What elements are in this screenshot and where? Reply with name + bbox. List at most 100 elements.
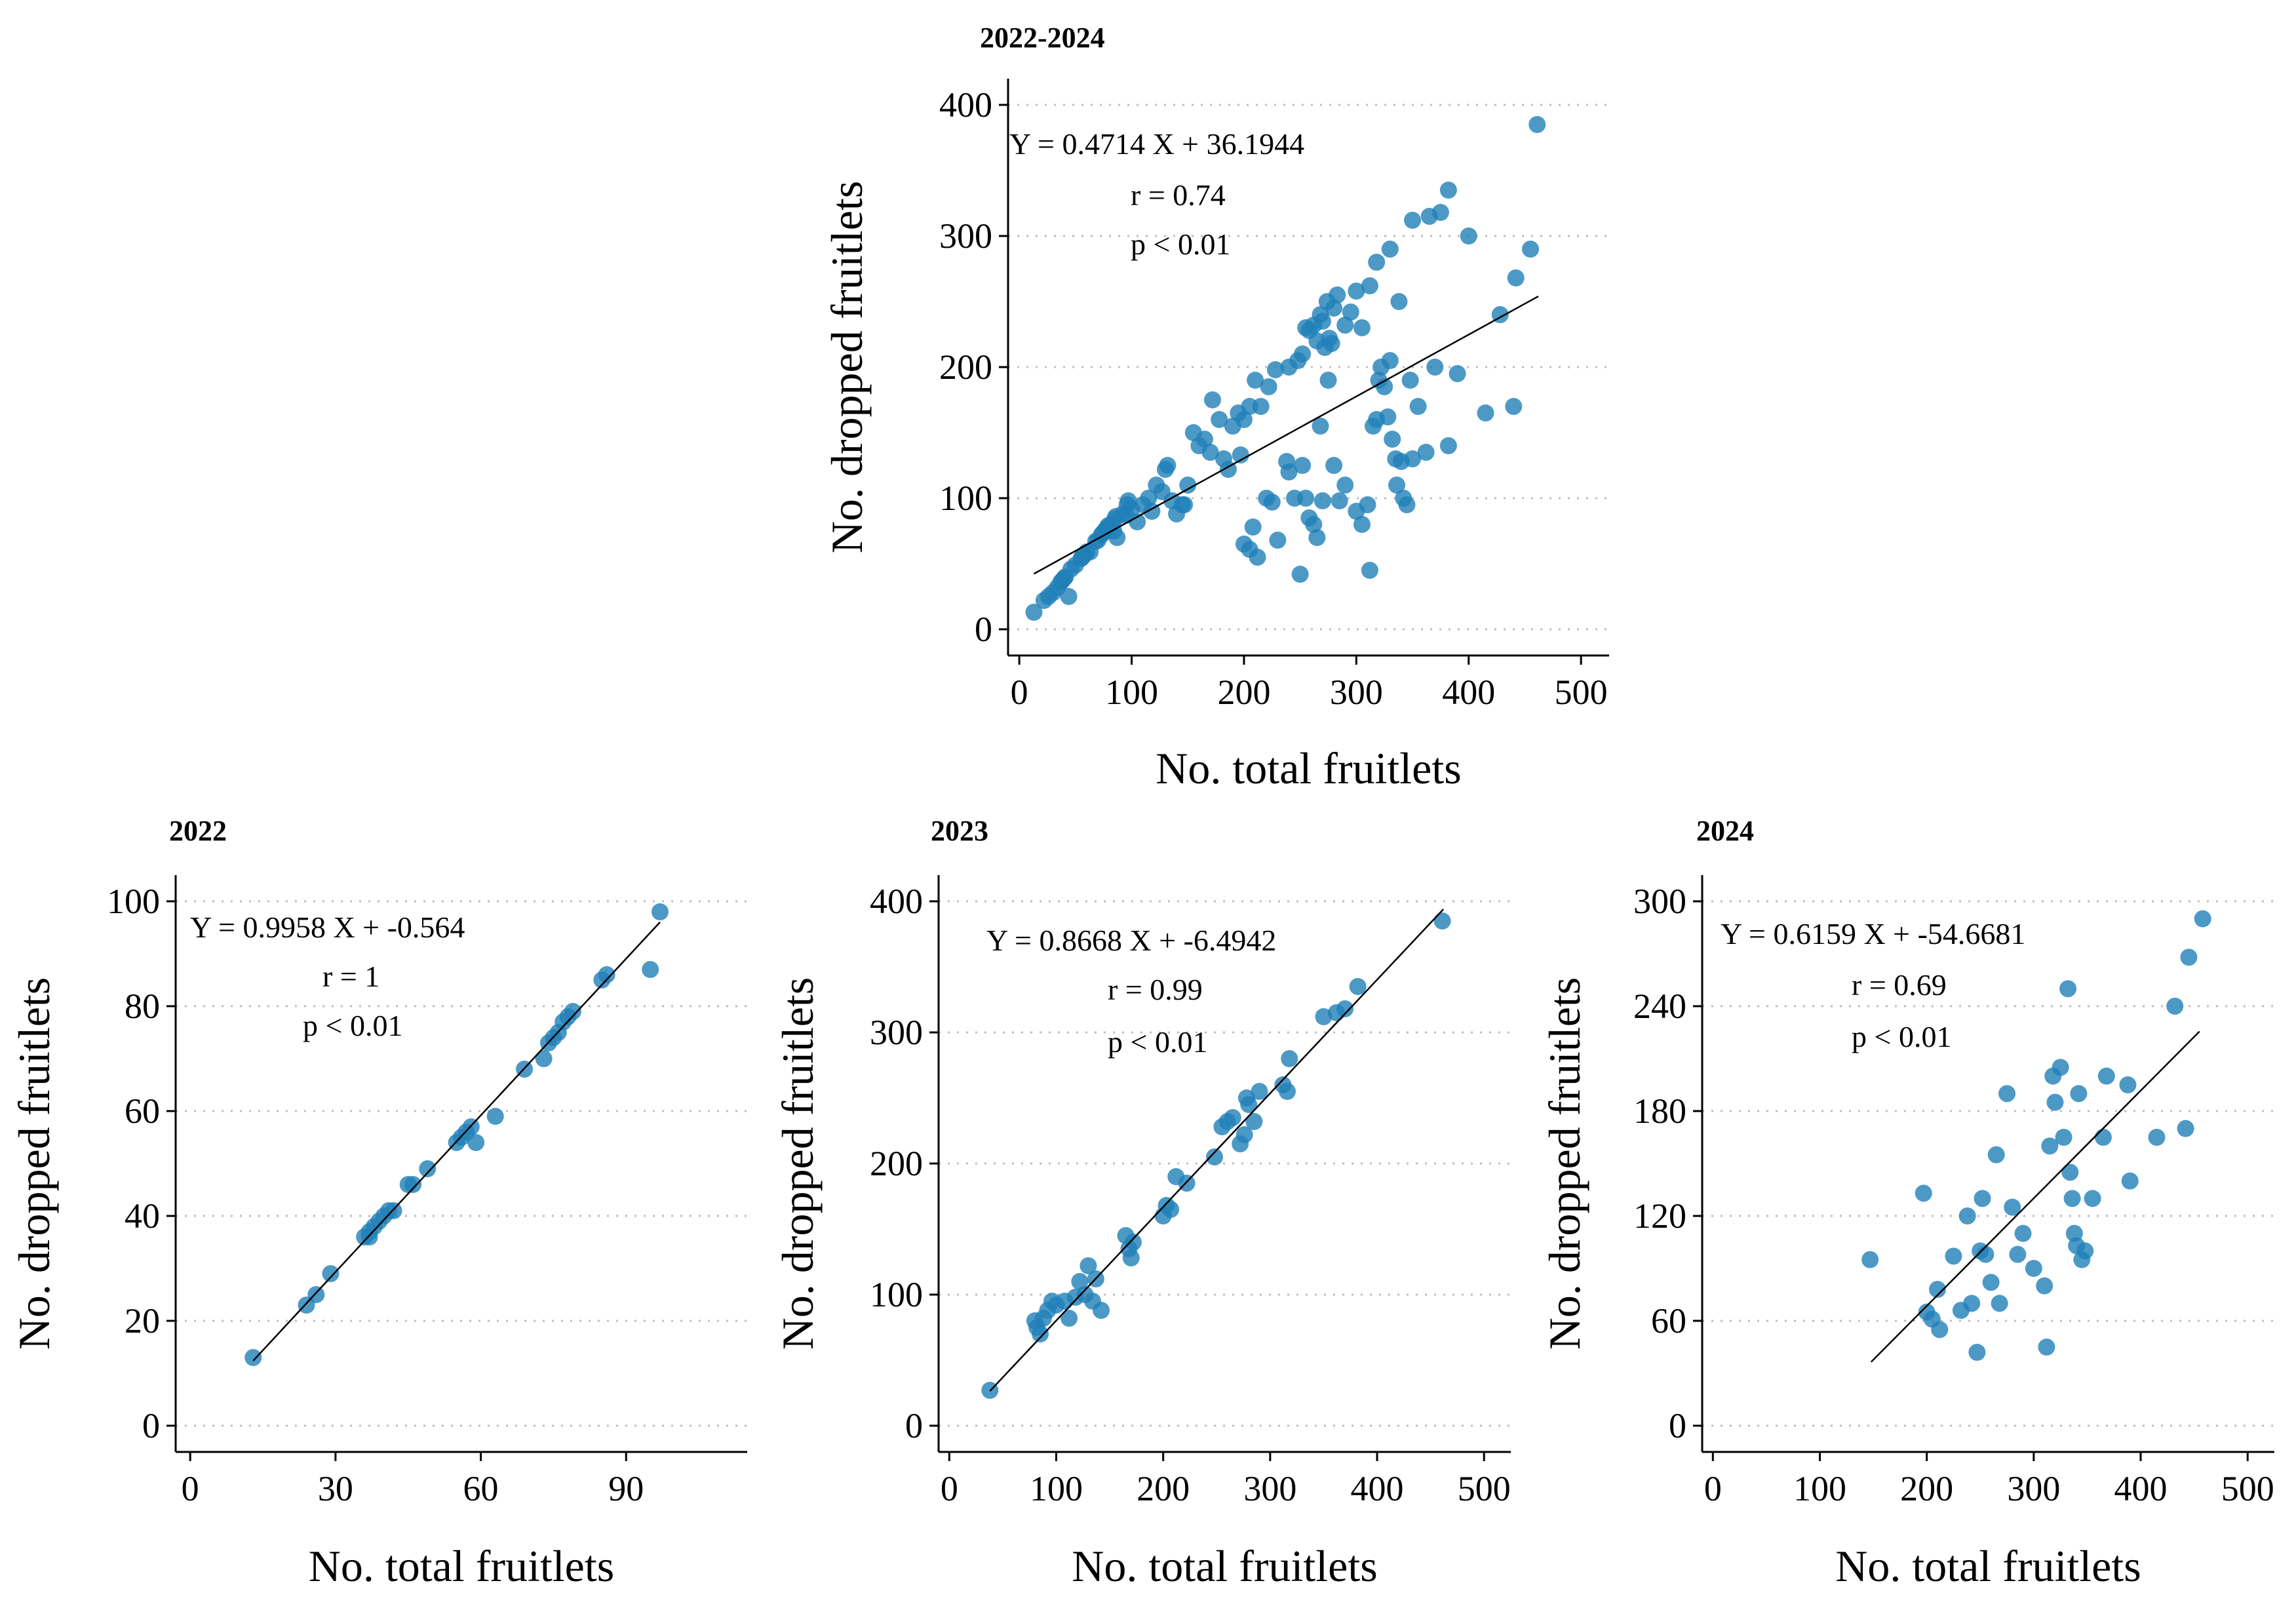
data-point (1507, 269, 1525, 286)
data-point (1404, 212, 1422, 229)
x-tick-label: 500 (2221, 1469, 2274, 1508)
regression-line (1870, 1030, 2200, 1363)
y-tick-label: 0 (1669, 1406, 1686, 1445)
data-point (1196, 431, 1213, 448)
data-point (1269, 532, 1287, 549)
data-point (1342, 303, 1359, 321)
data-point (1251, 1083, 1268, 1100)
x-tick-label: 30 (318, 1469, 353, 1508)
data-point (1477, 404, 1494, 421)
data-point (1431, 204, 1449, 221)
y-tick-label: 400 (939, 85, 992, 125)
data-point (1439, 437, 1457, 454)
data-point (1388, 477, 1406, 494)
data-point (1211, 411, 1228, 428)
x-tick-label: 0 (1704, 1469, 1722, 1508)
data-point (419, 1160, 437, 1177)
annotation: Y = 0.8668 X + -6.4942 (986, 924, 1276, 957)
data-point (1280, 463, 1298, 480)
y-tick-label: 240 (1633, 987, 1686, 1026)
data-point (2084, 1190, 2101, 1207)
y-tick-label: 60 (1651, 1301, 1686, 1340)
data-point (1928, 1281, 1946, 1298)
data-point (1401, 372, 1419, 389)
y-tick-label: 0 (975, 610, 992, 649)
data-point (2070, 1085, 2088, 1103)
annotation: p < 0.01 (303, 1009, 402, 1042)
data-point (2014, 1224, 2032, 1242)
data-point (2061, 1164, 2079, 1181)
x-tick-label: 300 (1330, 673, 1383, 712)
data-point (1319, 372, 1337, 389)
data-point (1093, 1302, 1110, 1319)
y-tick-label: 180 (1633, 1091, 1686, 1131)
data-point (1381, 352, 1399, 369)
x-tick-label: 500 (1555, 673, 1608, 712)
data-point (1404, 450, 1422, 467)
data-point (1291, 566, 1309, 583)
data-point (1108, 529, 1126, 546)
data-point (1336, 1000, 1354, 1017)
panel-title: 2022 (169, 815, 227, 847)
data-point (1439, 182, 1457, 199)
data-point (1945, 1247, 1962, 1265)
data-point (1398, 496, 1416, 513)
x-axis-title: No. total fruitlets (1156, 743, 1461, 793)
data-point (598, 966, 615, 983)
data-point (2036, 1277, 2053, 1295)
y-tick-label: 200 (939, 347, 992, 387)
data-point (1361, 277, 1378, 294)
data-point (1977, 1245, 1994, 1263)
data-point (1260, 378, 1277, 395)
data-point (2004, 1198, 2021, 1216)
data-point (1348, 283, 1365, 300)
data-point (1390, 293, 1408, 310)
x-axis-title: No. total fruitlets (309, 1541, 614, 1591)
data-point (1224, 1109, 1241, 1126)
x-tick-label: 100 (1105, 673, 1158, 712)
data-point (1861, 1251, 1879, 1268)
y-axis-title: No. dropped fruitlets (773, 977, 823, 1350)
data-point (1071, 1273, 1089, 1290)
x-tick-label: 300 (2007, 1469, 2060, 1508)
annotation: r = 0.74 (1131, 178, 1226, 212)
data-point (1325, 457, 1343, 474)
data-point (2025, 1260, 2042, 1277)
data-point (1998, 1085, 2016, 1103)
data-point (1315, 1008, 1333, 1025)
data-point (1409, 398, 1427, 415)
x-tick-label: 0 (941, 1469, 958, 1508)
regression-line (252, 921, 661, 1361)
y-tick-label: 80 (125, 987, 160, 1026)
x-tick-label: 400 (1351, 1469, 1404, 1508)
data-point (2009, 1245, 2027, 1263)
data-point (1987, 1146, 2005, 1164)
x-tick-label: 100 (1793, 1469, 1846, 1508)
x-tick-label: 200 (1900, 1469, 1953, 1508)
data-point (1336, 317, 1354, 334)
data-point (2059, 980, 2077, 998)
annotation: r = 1 (322, 960, 379, 993)
data-point (2119, 1076, 2137, 1093)
panel-title: 2023 (931, 815, 988, 847)
data-point (1958, 1207, 1976, 1224)
x-tick-label: 0 (182, 1469, 199, 1508)
data-point (2041, 1137, 2059, 1155)
data-point (1963, 1295, 1981, 1312)
data-point (1159, 457, 1177, 474)
x-tick-label: 200 (1137, 1469, 1190, 1508)
data-point (1252, 398, 1270, 415)
annotation: Y = 0.9958 X + -0.564 (190, 910, 465, 944)
data-point (1247, 372, 1264, 389)
data-point (1244, 518, 1262, 536)
data-point (1294, 345, 1312, 362)
data-point (2052, 1059, 2069, 1076)
annotation: p < 0.01 (1852, 1020, 1951, 1053)
data-point (1522, 241, 1540, 258)
y-tick-label: 60 (125, 1091, 160, 1131)
y-tick-label: 200 (870, 1144, 923, 1183)
data-point (467, 1134, 485, 1151)
data-point (2194, 910, 2211, 928)
data-point (1359, 496, 1376, 513)
